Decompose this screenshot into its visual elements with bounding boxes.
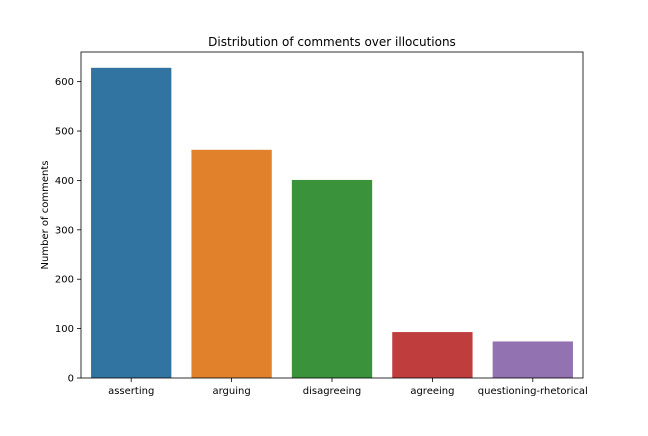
chart-title: Distribution of comments over illocution…	[208, 35, 456, 49]
y-tick-label: 600	[55, 77, 74, 88]
x-tick-label: arguing	[212, 386, 250, 397]
y-tick-label: 100	[55, 324, 74, 335]
bar-questioning-rhetorical	[492, 341, 573, 378]
plot-frame	[80, 51, 584, 379]
y-axis-label: Number of comments	[40, 161, 51, 270]
bar-disagreeing	[291, 179, 373, 378]
y-tick-label: 300	[55, 225, 74, 236]
y-tick-label: 0	[68, 374, 74, 385]
x-tick-label: disagreeing	[303, 386, 361, 397]
y-tick-label: 500	[55, 127, 74, 138]
y-tick-label: 400	[55, 176, 74, 187]
bars-group	[91, 67, 573, 378]
y-tick-label: 200	[55, 275, 74, 286]
bar-agreeing	[392, 332, 473, 378]
y-axis-ticks: 0 100 200 300 400 500 600	[55, 77, 81, 385]
x-tick-label: asserting	[108, 386, 154, 397]
bar-arguing	[191, 149, 272, 378]
x-tick-label: agreeing	[410, 386, 454, 397]
x-axis-ticks: asserting arguing disagreeing agreeing quest…	[108, 378, 588, 397]
x-tick-label: questioning-rhetorical	[478, 386, 588, 397]
bar-asserting	[91, 67, 172, 378]
